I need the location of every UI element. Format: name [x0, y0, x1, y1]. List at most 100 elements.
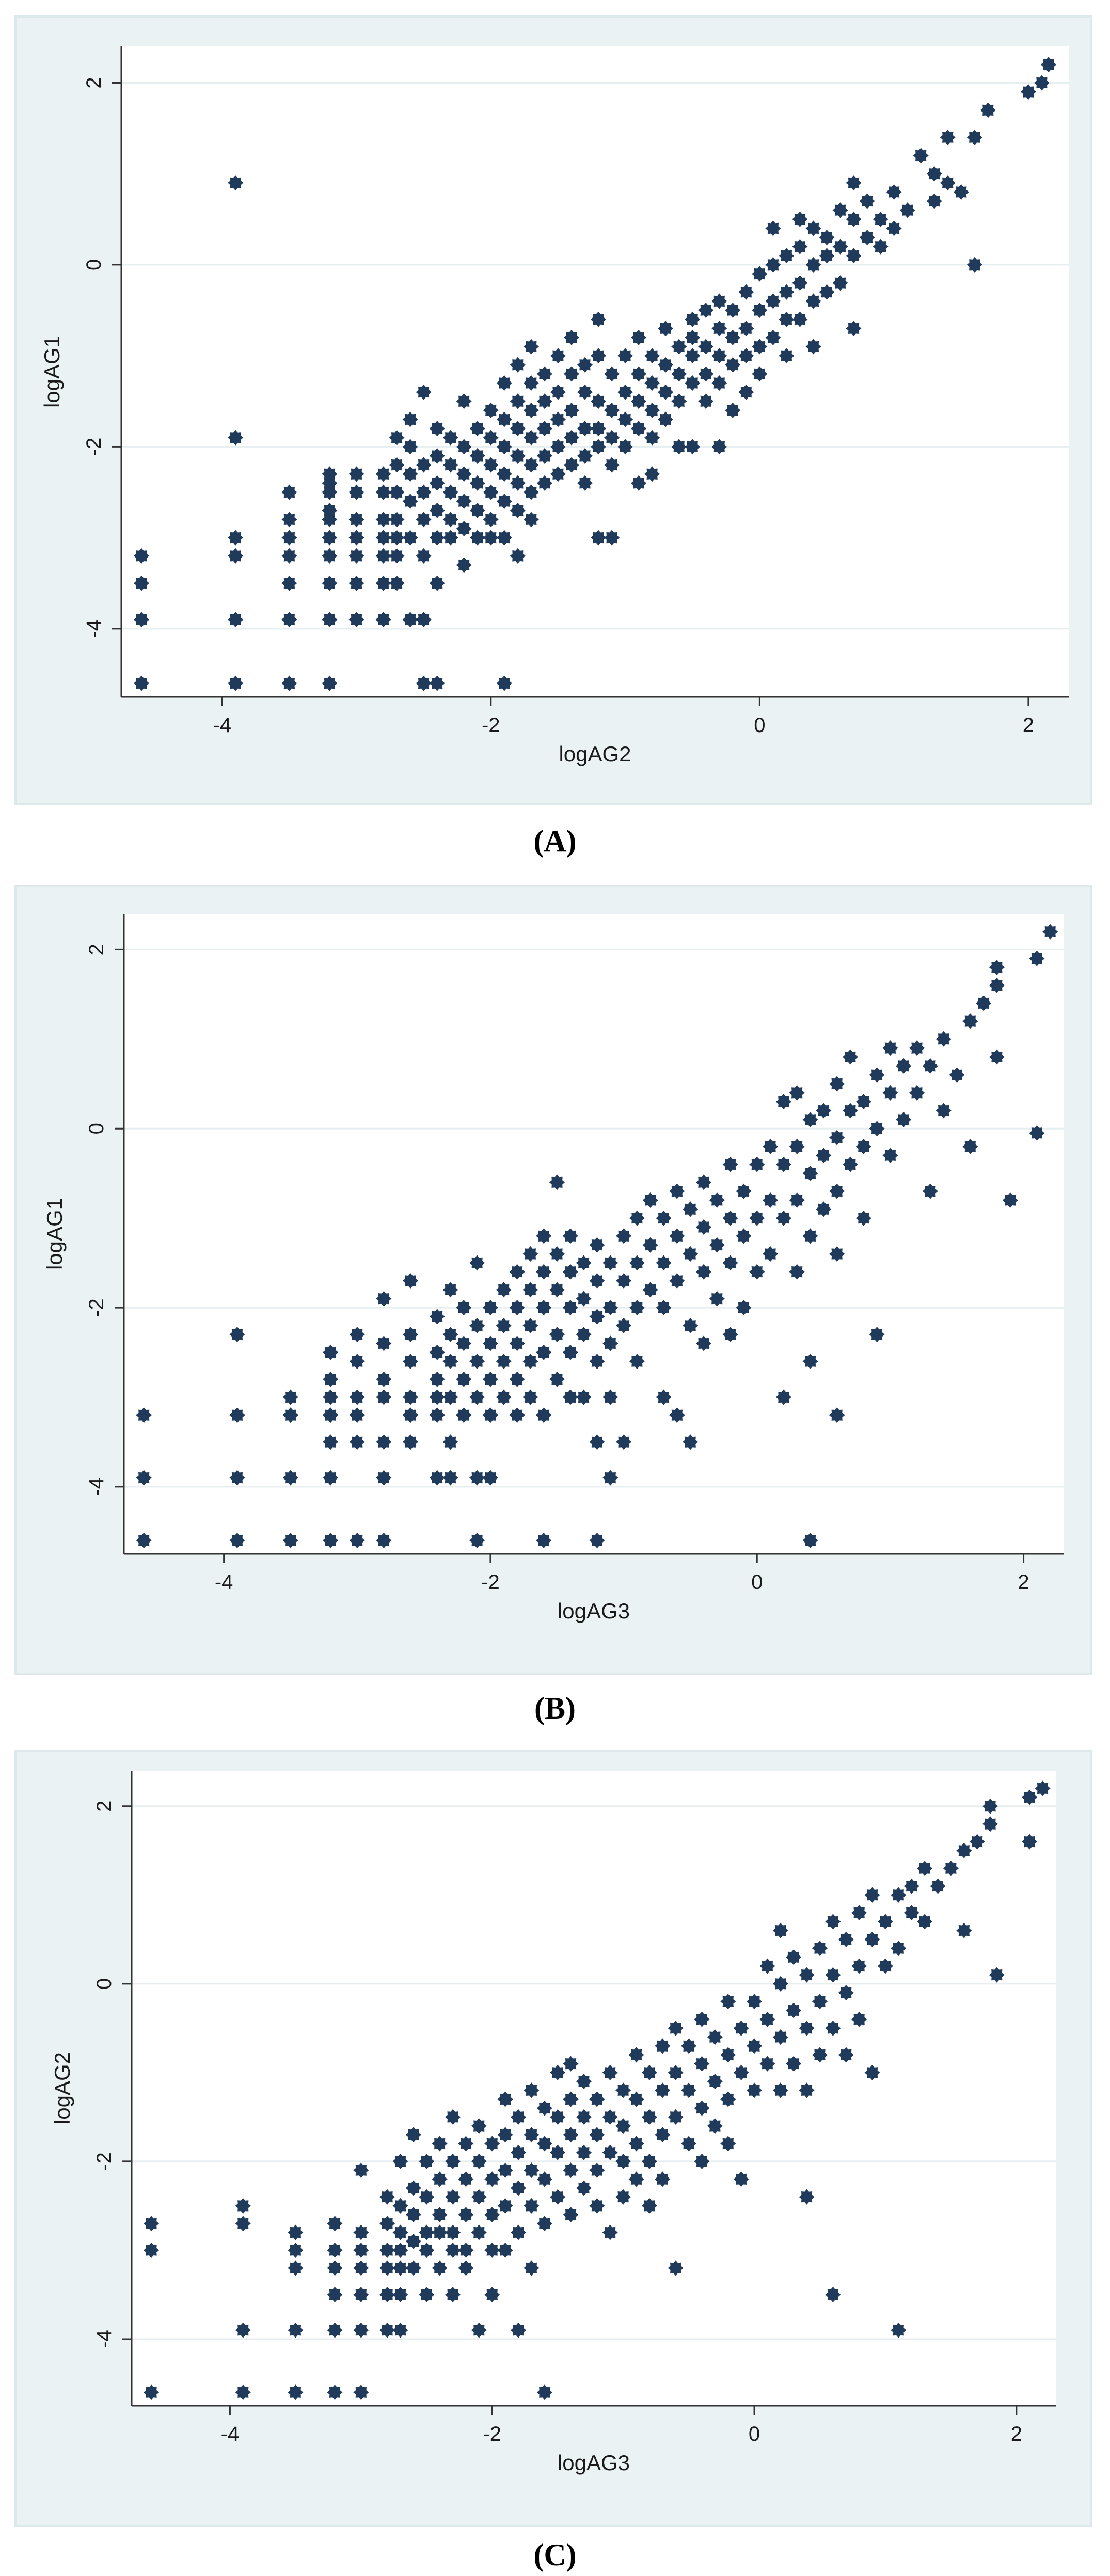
scatter-point	[1034, 75, 1050, 91]
scatter-point	[891, 2322, 907, 2338]
scatter-point	[456, 393, 472, 409]
scatter-point	[442, 1470, 458, 1486]
scatter-point	[681, 2038, 697, 2054]
scatter-point	[228, 612, 244, 628]
scatter-point	[736, 1183, 752, 1199]
scatter-point	[763, 1138, 779, 1154]
scatter-point	[765, 257, 781, 273]
scatter-point	[392, 2153, 408, 2169]
scatter-point	[536, 475, 552, 491]
scatter-point	[859, 193, 875, 209]
x-tick-label: -2	[482, 714, 500, 737]
scatter-point	[549, 1246, 565, 1262]
scatter-point	[376, 1389, 392, 1405]
scatter-point	[882, 1040, 898, 1056]
scatter-point	[510, 448, 526, 464]
scatter-point	[402, 530, 418, 546]
scatter-point	[644, 348, 660, 364]
scatter-point	[577, 448, 593, 464]
scatter-point	[348, 530, 364, 546]
scatter-point	[696, 1219, 711, 1235]
x-axis-title: logAG2	[559, 742, 631, 766]
scatter-point	[886, 220, 902, 236]
scatter-point	[720, 2091, 736, 2107]
scatter-point	[458, 2171, 474, 2187]
scatter-point	[851, 1958, 867, 1974]
scatter-point	[281, 675, 297, 691]
scatter-point	[432, 2136, 448, 2152]
scatter-point	[738, 321, 754, 337]
scatter-point	[327, 2322, 343, 2338]
scatter-point	[564, 329, 579, 345]
x-tick-label: 0	[751, 1571, 763, 1594]
scatter-point	[789, 1138, 805, 1154]
scatter-point	[819, 248, 835, 264]
y-tick-label: 2	[93, 1801, 116, 1812]
scatter-point	[375, 530, 391, 546]
scatter-point	[982, 1798, 998, 1814]
scatter-point	[403, 1434, 418, 1450]
scatter-point	[458, 2136, 474, 2152]
scatter-point	[720, 2136, 736, 2152]
y-tick-label: 0	[85, 1123, 108, 1134]
scatter-point	[891, 1941, 907, 1957]
scatter-point	[629, 1210, 645, 1226]
scatter-point	[432, 2224, 448, 2240]
scatter-point	[631, 393, 647, 409]
scatter-point	[786, 2002, 802, 2018]
scatter-point	[843, 1156, 858, 1172]
scatter-point	[229, 1327, 245, 1343]
scatter-point	[628, 2047, 644, 2063]
scatter-point	[536, 366, 552, 382]
scatter-point	[589, 1273, 605, 1289]
scatter-point	[738, 348, 754, 364]
scatter-point	[882, 1148, 898, 1164]
scatter-point	[229, 1407, 245, 1423]
scatter-point	[763, 1246, 779, 1262]
scatter-point	[628, 2136, 644, 2152]
scatter-point	[747, 2038, 762, 2054]
scatter-point	[282, 1389, 298, 1405]
scatter-point	[510, 475, 526, 491]
scatter-point	[550, 348, 566, 364]
scatter-point	[641, 2064, 657, 2080]
scatter-point	[805, 339, 821, 355]
scatter-point	[616, 1228, 632, 1244]
scatter-point	[469, 1389, 485, 1405]
scatter-point	[322, 484, 338, 500]
x-axis-title: logAG3	[558, 2451, 630, 2475]
scatter-point	[685, 329, 701, 345]
scatter-point	[617, 439, 633, 455]
scatter-point	[564, 366, 579, 382]
scatter-point	[644, 430, 660, 446]
scatter-point	[685, 439, 701, 455]
scatter-point	[576, 1327, 592, 1343]
scatter-point	[709, 1192, 725, 1208]
scatter-point	[523, 457, 539, 473]
scatter-point	[563, 2091, 579, 2107]
scatter-point	[722, 1156, 738, 1172]
scatter-point	[577, 357, 593, 373]
scatter-point	[696, 1174, 711, 1190]
scatter-point	[838, 2047, 854, 2063]
scatter-point	[658, 321, 674, 337]
scatter-point	[685, 311, 701, 327]
scatter-point	[969, 1834, 985, 1850]
scatter-point	[846, 321, 862, 337]
scatter-point	[602, 1470, 619, 1486]
scatter-point	[709, 1237, 725, 1253]
scatter-point	[349, 1389, 365, 1405]
scatter-point	[445, 2189, 461, 2205]
scatter-point	[909, 1085, 925, 1101]
x-tick-label: -4	[213, 714, 231, 737]
scatter-point	[322, 530, 338, 546]
y-tick-label: -2	[85, 1298, 108, 1317]
scatter-point	[348, 575, 364, 591]
scatter-point	[483, 402, 499, 418]
scatter-point	[523, 430, 539, 446]
scatter-point	[772, 1922, 788, 1938]
scatter-point	[641, 2198, 657, 2214]
scatter-point	[497, 2091, 513, 2107]
scatter-point	[442, 1434, 458, 1450]
scatter-point	[956, 1842, 972, 1858]
